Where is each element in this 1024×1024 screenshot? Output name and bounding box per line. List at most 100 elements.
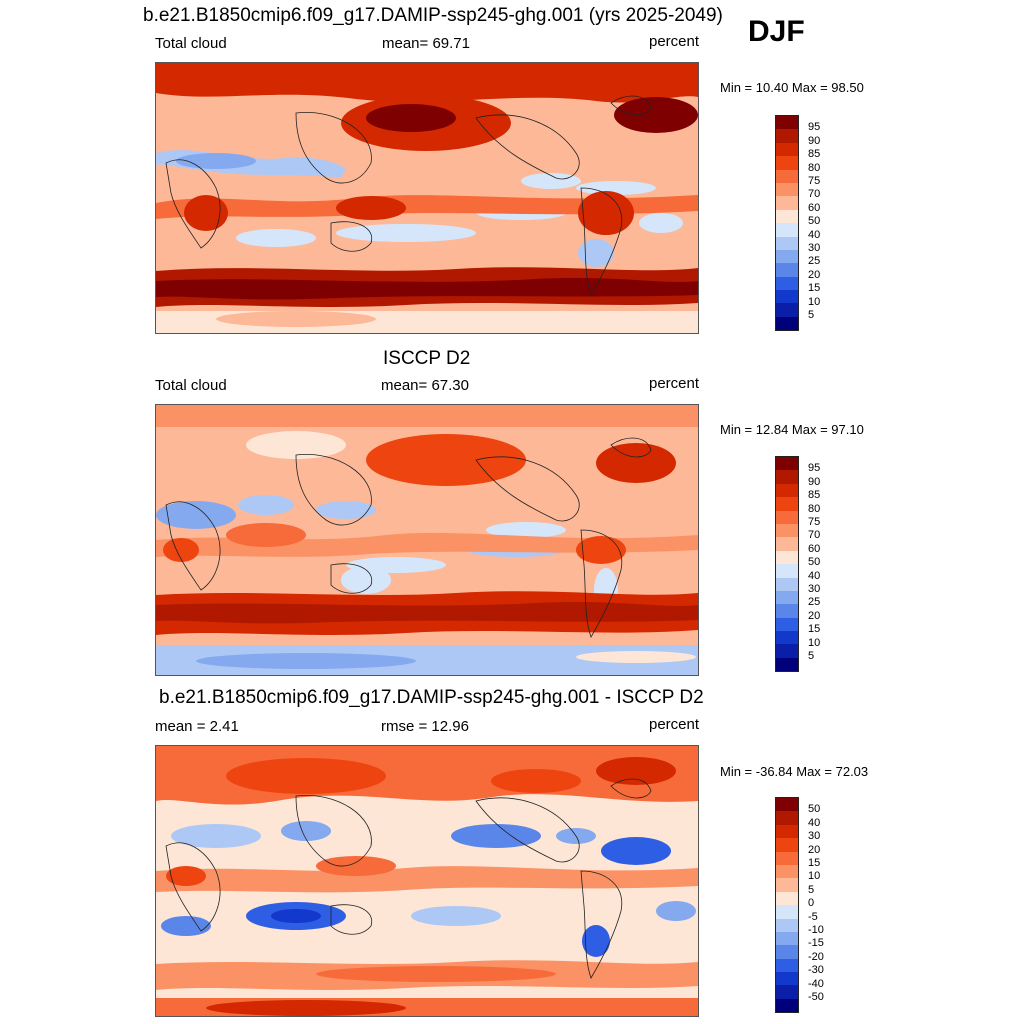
colorbar-swatch [776,851,798,865]
panel-2-colorbar [775,456,799,673]
panel-1-units: percent [649,33,700,50]
colorbar-label: 30 [808,583,821,595]
colorbar-swatch [776,483,798,498]
colorbar-swatch [776,798,798,812]
panel-2-units: percent [649,375,700,392]
colorbar-swatch [776,510,798,524]
colorbar-swatch [776,631,798,645]
colorbar-label: -15 [808,937,824,950]
colorbar-label: 20 [808,609,821,622]
panel-3-map [155,745,699,1017]
panel-1-mean: mean= 69.71 [382,35,470,52]
panel-2-title: ISCCP D2 [383,348,471,369]
panel-3-rmse: rmse = 12.96 [381,718,469,735]
colorbar-swatch [776,142,798,157]
colorbar-label: 15 [808,623,821,636]
panel-1-minmax: Min = 10.40 Max = 98.50 [720,80,864,95]
colorbar-label: -10 [808,924,824,936]
colorbar-swatch [776,945,798,959]
colorbar-swatch [776,577,798,591]
colorbar-swatch [776,657,798,672]
colorbar-swatch [776,457,798,471]
colorbar-swatch [776,864,798,879]
colorbar-swatch [776,470,798,484]
colorbar-swatch [776,878,798,892]
colorbar-swatch [776,497,798,511]
colorbar-label: 50 [808,803,821,816]
colorbar-label: 50 [808,556,821,569]
colorbar-swatch [776,891,798,906]
panel-1-map [155,62,699,334]
panel-2-minmax: Min = 12.84 Max = 97.10 [720,422,864,437]
colorbar-swatch [776,236,798,250]
colorbar-label: 70 [808,188,821,201]
colorbar-swatch [776,644,798,658]
colorbar-swatch [776,931,798,946]
colorbar-swatch [776,550,798,565]
panel-1-title: b.e21.B1850cmip6.f09_g17.DAMIP-ssp245-gh… [143,5,723,26]
colorbar-label: -40 [808,977,824,990]
colorbar-swatch [776,537,798,551]
colorbar-label: 40 [808,816,821,829]
colorbar-label: 10 [808,870,821,883]
colorbar-label: 90 [808,134,821,147]
colorbar-swatch [776,249,798,264]
colorbar-label: 25 [808,255,821,268]
panel-3-colorbar [775,797,799,1014]
panel-3-minmax: Min = -36.84 Max = 72.03 [720,764,869,779]
colorbar-label: 40 [808,228,821,241]
panel-1-contour-plot [156,63,698,333]
colorbar-label: 60 [808,542,821,555]
colorbar-label: 30 [808,242,821,254]
colorbar-swatch [776,182,798,197]
colorbar-label: 75 [808,516,821,528]
colorbar-swatch [776,129,798,143]
colorbar-label: 30 [808,830,821,843]
colorbar-swatch [776,523,798,538]
colorbar-swatch [776,958,798,973]
colorbar-label: 60 [808,201,821,214]
colorbar-swatch [776,169,798,183]
colorbar-swatch [776,905,798,919]
colorbar-swatch [776,972,798,986]
colorbar-swatch [776,604,798,618]
season-label: DJF [748,15,805,48]
panel-2-contour-plot [156,405,698,675]
colorbar-label: 85 [808,148,821,161]
colorbar-label: 5 [808,650,815,662]
colorbar-label: 70 [808,529,821,542]
colorbar-swatch [776,824,798,839]
colorbar-label: -20 [808,950,824,963]
colorbar-label: 0 [808,897,815,910]
colorbar-label: 20 [808,268,821,281]
colorbar-label: 20 [808,843,821,856]
colorbar-swatch [776,564,798,578]
colorbar-swatch [776,838,798,852]
colorbar-swatch [776,116,798,130]
colorbar-swatch [776,263,798,277]
panel-3-units: percent [649,716,700,733]
colorbar-label: -5 [808,910,818,923]
panel-3-contour-plot [156,746,698,1016]
colorbar-swatch [776,918,798,932]
colorbar-swatch [776,223,798,237]
panel-1-left-label: Total cloud [155,35,227,52]
colorbar-swatch [776,276,798,291]
colorbar-label: -30 [808,964,824,977]
colorbar-swatch [776,196,798,210]
colorbar-swatch [776,209,798,224]
colorbar-label: 50 [808,215,821,228]
colorbar-swatch [776,303,798,317]
colorbar-swatch [776,156,798,170]
colorbar-label: 5 [808,309,815,321]
colorbar-swatch [776,316,798,331]
colorbar-swatch [776,998,798,1013]
panel-3-mean: mean = 2.41 [155,718,239,735]
colorbar-label: 40 [808,569,821,582]
colorbar-swatch [776,590,798,605]
colorbar-swatch [776,290,798,304]
colorbar-label: 85 [808,489,821,502]
colorbar-label: 10 [808,636,821,649]
colorbar-label: -50 [808,991,824,1003]
colorbar-swatch [776,811,798,825]
